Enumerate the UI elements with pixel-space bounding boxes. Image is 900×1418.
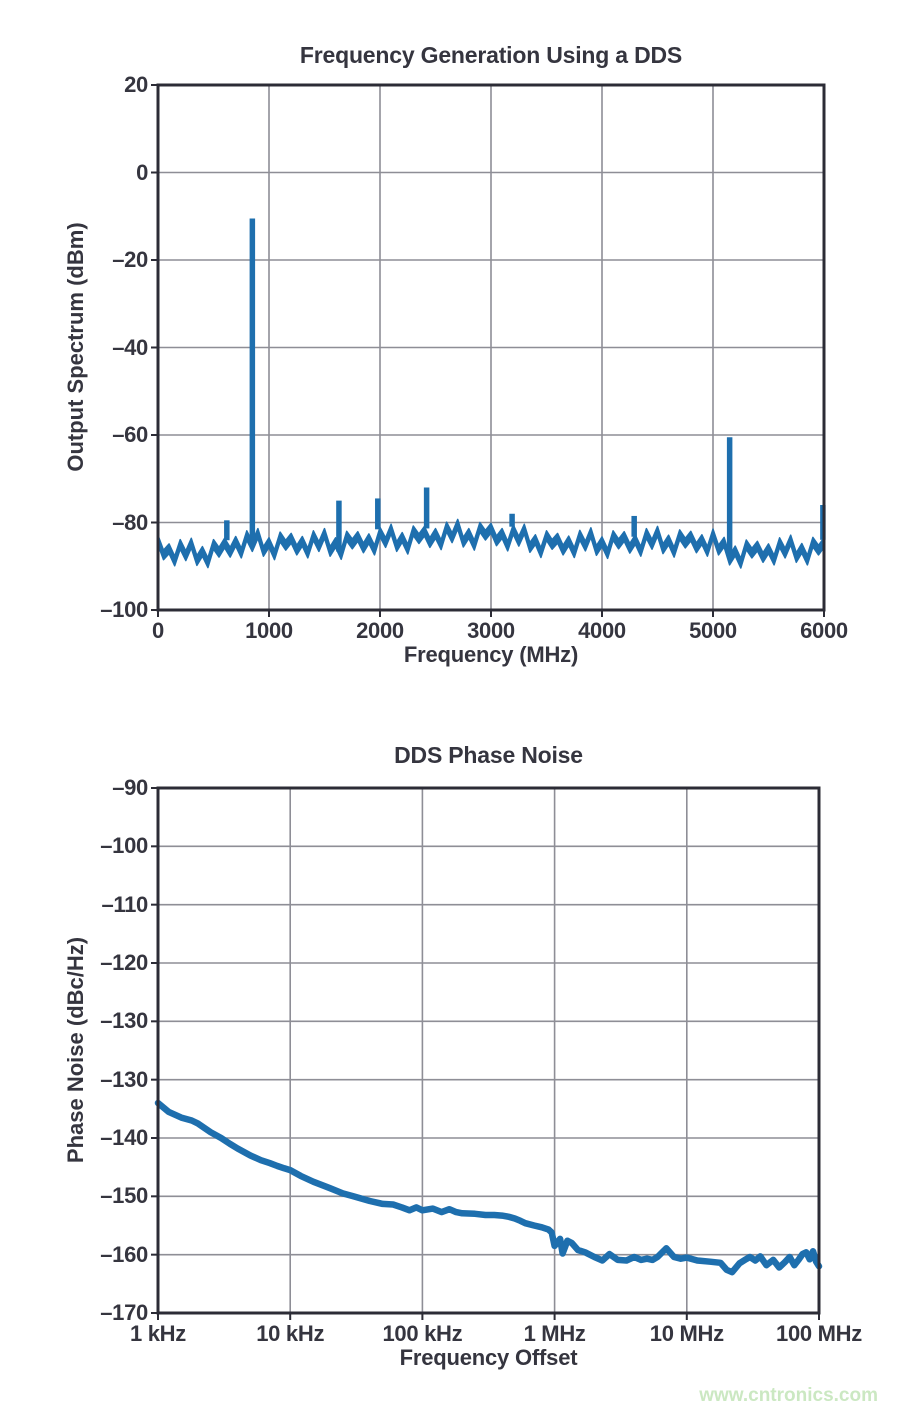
spectrum-plot-area: [151, 83, 826, 617]
tick-label: –100: [100, 597, 148, 622]
tick-label: 1 kHz: [130, 1321, 186, 1346]
tick-label: 3000: [467, 618, 515, 643]
tick-label: –110: [101, 891, 148, 917]
tick-label: –90: [112, 775, 148, 800]
spectrum-x-axis-label: Frequency (MHz): [403, 642, 579, 667]
watermark: www.cntronics.com: [699, 1385, 878, 1406]
tick-label: –150: [100, 1183, 148, 1209]
tick-label: –60: [112, 422, 148, 447]
spectrum-chart-title: Frequency Generation Using a DDS: [299, 42, 683, 68]
tick-label: –120: [100, 950, 148, 975]
tick-label: 0: [136, 159, 148, 185]
phase-noise-chart-title: DDS Phase Noise: [394, 742, 583, 768]
tick-label: 1000: [245, 618, 293, 643]
tick-label: 6000: [800, 618, 848, 643]
phase-noise-x-axis-label: Frequency Offset: [399, 1345, 578, 1370]
tick-label: –170: [100, 1300, 148, 1325]
tick-label: 5000: [689, 618, 737, 643]
tick-label: 2000: [356, 618, 404, 643]
tick-label: –160: [100, 1241, 148, 1267]
tick-label: 10 MHz: [649, 1321, 724, 1346]
tick-label: –130: [100, 1008, 148, 1034]
tick-label: –80: [112, 509, 148, 535]
phase-noise-plot-area: [151, 786, 823, 1320]
tick-label: 1 MHz: [523, 1321, 586, 1346]
tick-label: 0: [152, 618, 164, 643]
tick-label: –100: [100, 833, 148, 859]
tick-label: 4000: [578, 618, 626, 643]
tick-label: 100 MHz: [776, 1321, 862, 1346]
tick-label: –40: [112, 334, 148, 360]
tick-label: –130: [100, 1066, 148, 1092]
tick-label: 20: [124, 72, 148, 97]
tick-label: 100 kHz: [382, 1321, 463, 1346]
tick-label: 10 kHz: [256, 1321, 325, 1346]
tick-label: –20: [112, 247, 148, 272]
tick-label: –140: [100, 1125, 148, 1150]
